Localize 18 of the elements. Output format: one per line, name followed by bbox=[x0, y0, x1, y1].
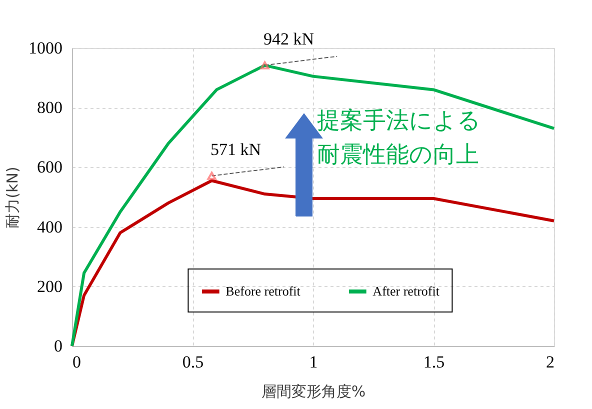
annotation: 571 kN bbox=[210, 140, 262, 159]
x-tick-label: 0 bbox=[72, 352, 81, 372]
legend-label: Before retrofit bbox=[226, 284, 301, 299]
y-axis-title: 耐力(kN) bbox=[4, 166, 22, 228]
legend-label: After retrofit bbox=[372, 284, 440, 299]
x-tick-label: 0.5 bbox=[182, 352, 204, 372]
y-tick-label: 1000 bbox=[28, 38, 62, 58]
x-tick-label: 1.5 bbox=[423, 352, 445, 372]
x-tick-label: 1 bbox=[309, 352, 318, 372]
y-tick-label: 200 bbox=[37, 276, 62, 296]
annotation: 提案手法による耐震性能の向上 bbox=[317, 108, 481, 168]
y-tick-label: 400 bbox=[37, 217, 62, 236]
x-axis-title: 層間変形角度% bbox=[261, 382, 366, 400]
y-tick-label: 800 bbox=[37, 98, 62, 118]
y-tick-label: 600 bbox=[37, 158, 62, 177]
x-tick-label: 2 bbox=[546, 352, 554, 372]
y-tick-label: 0 bbox=[54, 336, 62, 356]
annotation: 942 kN bbox=[264, 29, 314, 48]
